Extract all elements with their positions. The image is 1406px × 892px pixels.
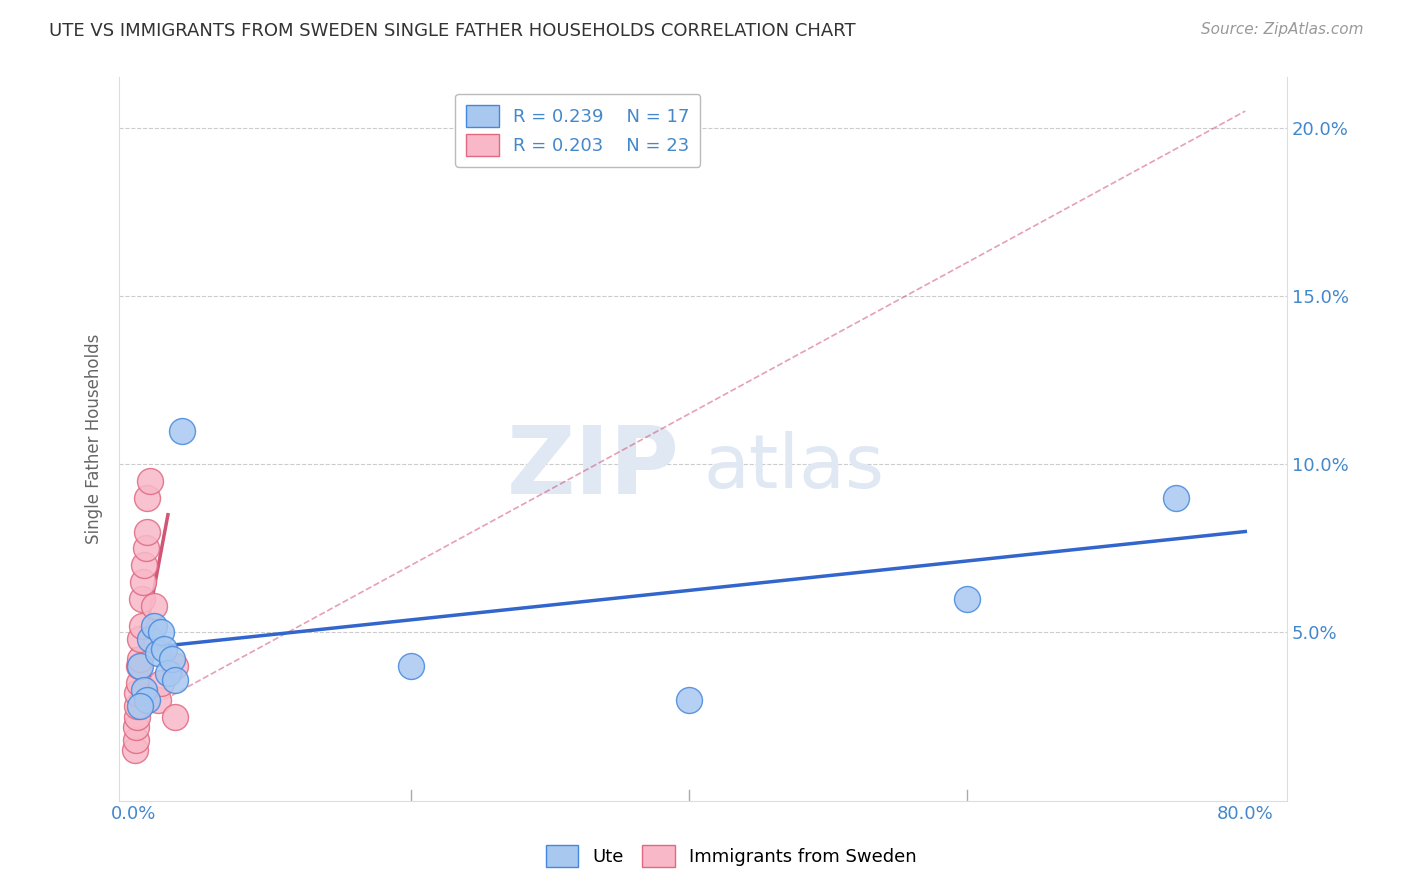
Point: [143, 599, 166, 613]
Point: [134, 682, 156, 697]
Point: [134, 558, 156, 573]
Point: [129, 652, 152, 666]
Point: [125, 733, 148, 747]
Point: [128, 659, 150, 673]
Y-axis label: Single Father Households: Single Father Households: [86, 334, 103, 544]
Text: UTE VS IMMIGRANTS FROM SWEDEN SINGLE FATHER HOUSEHOLDS CORRELATION CHART: UTE VS IMMIGRANTS FROM SWEDEN SINGLE FAT…: [49, 22, 856, 40]
Point: [129, 699, 152, 714]
Point: [148, 692, 170, 706]
Point: [156, 665, 179, 680]
Point: [132, 574, 155, 589]
Point: [127, 686, 149, 700]
Point: [399, 659, 422, 673]
Point: [152, 642, 174, 657]
Point: [131, 618, 153, 632]
Point: [129, 659, 152, 673]
Legend: R = 0.239    N = 17, R = 0.203    N = 23: R = 0.239 N = 17, R = 0.203 N = 23: [456, 94, 700, 167]
Point: [148, 646, 170, 660]
Point: [678, 692, 700, 706]
Text: atlas: atlas: [703, 432, 884, 505]
Point: [125, 720, 148, 734]
Point: [956, 591, 979, 606]
Point: [163, 709, 186, 723]
Point: [139, 474, 162, 488]
Text: ZIP: ZIP: [508, 422, 679, 514]
Point: [131, 591, 153, 606]
Point: [124, 743, 146, 757]
Point: [1164, 491, 1187, 505]
Point: [163, 659, 186, 673]
Point: [163, 673, 186, 687]
Point: [127, 699, 149, 714]
Point: [170, 424, 193, 438]
Point: [127, 709, 149, 723]
Text: Source: ZipAtlas.com: Source: ZipAtlas.com: [1201, 22, 1364, 37]
Point: [128, 676, 150, 690]
Point: [143, 618, 166, 632]
Point: [139, 632, 162, 647]
Point: [160, 652, 183, 666]
Point: [129, 632, 152, 647]
Legend: Ute, Immigrants from Sweden: Ute, Immigrants from Sweden: [538, 838, 924, 874]
Point: [135, 541, 157, 556]
Point: [136, 491, 159, 505]
Point: [149, 625, 172, 640]
Point: [136, 692, 159, 706]
Point: [149, 676, 172, 690]
Point: [136, 524, 159, 539]
